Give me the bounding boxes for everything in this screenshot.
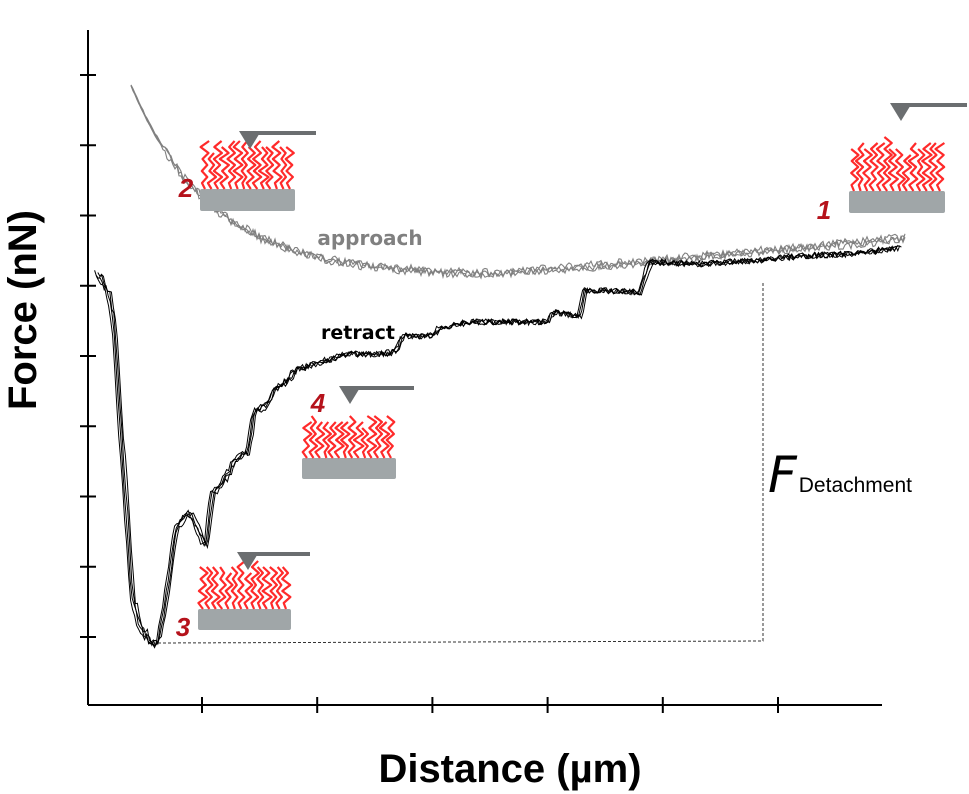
polymer-chain (204, 566, 214, 610)
schematics (197, 103, 967, 630)
polymer-chain (308, 415, 319, 459)
retract-series (94, 244, 902, 649)
polymer-chain (875, 142, 886, 192)
polymer-chain (314, 421, 326, 459)
polymer-chain (385, 415, 396, 459)
polymer-chain (352, 421, 365, 459)
polymer-chain (206, 152, 218, 190)
polymer-chain (281, 566, 292, 610)
schematic-step-2 (199, 131, 316, 211)
approach-series (130, 84, 906, 280)
polymer-chain (934, 142, 946, 192)
polymer-chain (218, 146, 230, 190)
polymer-chain (199, 140, 210, 190)
polymer-chain (212, 140, 224, 190)
polymer-chain (301, 421, 313, 459)
polymer-chain (862, 148, 873, 192)
polymer-chain (245, 146, 257, 190)
y-ticks (80, 74, 96, 638)
polymer-chain (226, 140, 237, 190)
step-4-label: 4 (310, 388, 326, 418)
polymer-chain (333, 421, 345, 459)
polymer-chain (366, 415, 378, 459)
schematic-step-3 (197, 552, 310, 630)
polymer-chain (256, 566, 265, 610)
polymer-chain (850, 148, 860, 192)
polymer-chain (907, 142, 920, 192)
polymer-chain (327, 421, 337, 459)
y-axis-title: Force (nN) (1, 210, 45, 410)
polymer-chain (921, 142, 933, 192)
step-1-label: 1 (817, 195, 831, 225)
axes (80, 30, 882, 713)
retract-curve-trace (98, 245, 902, 648)
afm-tip-icon (890, 103, 912, 121)
polymer-chain (250, 560, 260, 610)
polymer-chain (232, 140, 244, 190)
retract-curve-trace (95, 244, 899, 647)
approach-label: approach (317, 226, 422, 250)
polymer-chain (378, 421, 391, 459)
detachment-subscript: Detachment (799, 474, 912, 497)
polymer-chain (265, 146, 275, 190)
polymer-chain (340, 421, 351, 459)
polymer-chain (854, 142, 865, 192)
afm-tip-icon (339, 386, 361, 404)
substrate (200, 189, 295, 211)
x-ticks (201, 697, 779, 713)
polymer-chain (887, 148, 899, 192)
polymer-chain (258, 146, 270, 190)
afm-tip-icon (237, 552, 259, 570)
polymer-chain (269, 566, 279, 610)
polymer-chain (224, 572, 234, 610)
detachment-guide-line (157, 282, 764, 644)
polymer-chain (210, 566, 221, 610)
polymer-chain (347, 415, 358, 459)
x-axis-title: Distance (µm) (378, 747, 641, 791)
step-3-label: 3 (176, 612, 191, 642)
substrate (198, 609, 291, 630)
polymer-chain (373, 415, 384, 459)
polymer-chain (275, 566, 284, 610)
polymer-chain (240, 140, 249, 190)
schematic-step-1 (849, 103, 967, 213)
polymer-chain (271, 140, 283, 190)
polymer-chain (243, 572, 254, 610)
polymer-chain (284, 146, 295, 190)
step-2-label: 2 (178, 173, 194, 203)
polymer-chain (216, 566, 227, 610)
polymer-chain (868, 142, 879, 192)
retract-curve-trace (97, 245, 901, 647)
schematic-step-4 (301, 386, 414, 479)
detachment-force-label: FDetachment (768, 446, 912, 504)
polymer-chain (236, 560, 246, 610)
substrate (849, 191, 945, 213)
polymer-chain (322, 421, 332, 459)
polymer-chain (230, 566, 239, 610)
polymer-chain (928, 142, 938, 192)
afm-tip-icon (239, 131, 261, 149)
polymer-chain (901, 154, 913, 192)
polymer-chain (197, 566, 209, 610)
approach-curve-trace (130, 85, 906, 280)
retract-label: retract (321, 322, 395, 344)
polymer-chain (915, 148, 926, 192)
polymer-chain (279, 146, 288, 190)
polymer-chain (895, 148, 906, 192)
substrate (302, 458, 396, 479)
detachment-symbol: F (768, 446, 798, 504)
polymer-chain (881, 136, 893, 192)
polymer-chain (360, 427, 370, 459)
polymer-chain (261, 566, 273, 610)
polymer-chain (251, 140, 263, 190)
